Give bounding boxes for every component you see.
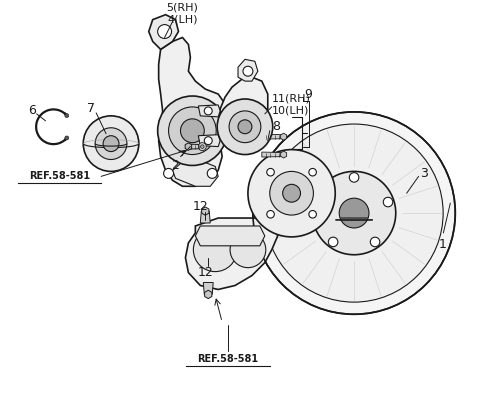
Circle shape (309, 211, 316, 218)
Circle shape (157, 25, 171, 39)
Circle shape (243, 66, 253, 76)
Polygon shape (200, 211, 210, 223)
Text: 1: 1 (438, 238, 446, 251)
Polygon shape (149, 15, 179, 49)
Circle shape (270, 172, 313, 215)
Circle shape (204, 107, 212, 115)
Circle shape (328, 237, 338, 247)
Polygon shape (195, 226, 265, 246)
Polygon shape (198, 105, 220, 117)
Circle shape (204, 137, 212, 144)
Circle shape (370, 237, 380, 247)
Text: REF.58-581: REF.58-581 (198, 354, 259, 364)
Circle shape (230, 232, 266, 267)
Circle shape (253, 112, 455, 314)
Polygon shape (220, 77, 268, 144)
Polygon shape (198, 135, 220, 146)
Circle shape (349, 173, 359, 182)
Circle shape (267, 211, 274, 218)
Circle shape (283, 184, 300, 202)
Circle shape (198, 142, 206, 150)
Polygon shape (281, 133, 287, 140)
Circle shape (238, 120, 252, 134)
Circle shape (180, 119, 204, 142)
Circle shape (65, 113, 69, 117)
Circle shape (168, 107, 216, 154)
Circle shape (312, 172, 396, 255)
Polygon shape (204, 290, 212, 298)
Polygon shape (185, 143, 192, 150)
Polygon shape (262, 134, 284, 139)
Circle shape (309, 168, 316, 176)
Circle shape (315, 197, 325, 207)
Polygon shape (281, 151, 287, 158)
Text: 9: 9 (304, 88, 312, 101)
Circle shape (217, 99, 273, 154)
Circle shape (83, 116, 139, 172)
Circle shape (248, 150, 335, 237)
Polygon shape (262, 152, 284, 157)
Circle shape (65, 136, 69, 140)
Circle shape (207, 168, 217, 178)
Text: 11(RH): 11(RH) (272, 94, 311, 104)
Text: 4(LH): 4(LH) (167, 15, 198, 25)
Polygon shape (238, 59, 258, 81)
Text: 7: 7 (87, 102, 95, 115)
Circle shape (95, 128, 127, 160)
Circle shape (164, 168, 174, 178)
Text: 2: 2 (171, 158, 180, 172)
Text: 10(LH): 10(LH) (272, 106, 309, 116)
Text: 6: 6 (28, 104, 36, 117)
Polygon shape (185, 218, 278, 289)
Polygon shape (202, 207, 209, 215)
Circle shape (229, 111, 261, 142)
Circle shape (383, 197, 393, 207)
Polygon shape (204, 283, 213, 295)
Circle shape (157, 96, 227, 166)
Text: 8: 8 (272, 120, 280, 133)
Polygon shape (172, 160, 218, 186)
Text: 3: 3 (420, 167, 429, 180)
Circle shape (201, 145, 204, 148)
Text: 12: 12 (192, 200, 208, 213)
Circle shape (193, 228, 237, 271)
Circle shape (339, 198, 369, 228)
Polygon shape (159, 37, 228, 186)
Text: 12: 12 (197, 266, 213, 279)
Circle shape (103, 136, 119, 152)
Polygon shape (189, 144, 202, 149)
Text: 5(RH): 5(RH) (167, 3, 198, 13)
Circle shape (267, 168, 274, 176)
Text: REF.58-581: REF.58-581 (29, 172, 90, 181)
Circle shape (265, 124, 443, 302)
